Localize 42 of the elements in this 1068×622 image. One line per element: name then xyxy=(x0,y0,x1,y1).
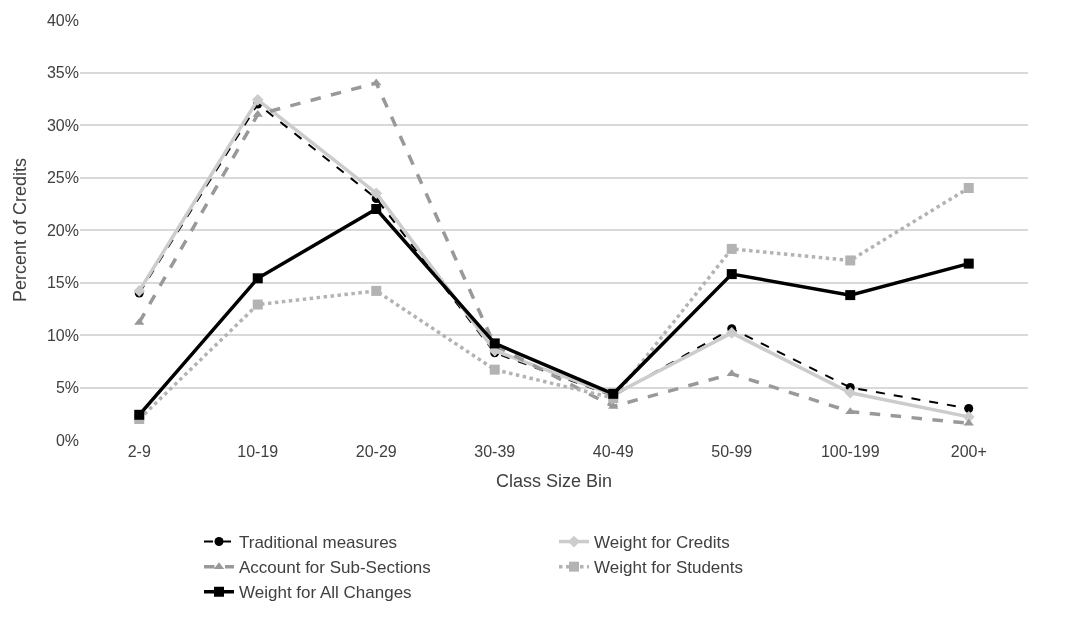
point xyxy=(252,273,263,284)
x-tick-label: 100-199 xyxy=(820,443,880,460)
point xyxy=(489,364,500,375)
point xyxy=(963,258,974,269)
point xyxy=(726,243,737,254)
point xyxy=(134,317,145,325)
legend-label: Weight for Students xyxy=(594,558,743,578)
y-tick-label: 0% xyxy=(55,431,79,449)
x-tick-label: 10-19 xyxy=(237,443,279,460)
point xyxy=(726,269,737,280)
y-tick-label: 5% xyxy=(55,379,79,397)
point xyxy=(252,299,263,310)
x-tick-label: 2-9 xyxy=(127,443,151,460)
x-tick-label: 50-99 xyxy=(711,443,753,460)
y-axis-title: Percent of Credits xyxy=(10,157,31,303)
point xyxy=(845,255,856,266)
point xyxy=(371,204,382,214)
point xyxy=(251,93,264,106)
legend-label: Weight for All Changes xyxy=(239,583,412,603)
point xyxy=(371,285,382,296)
point xyxy=(845,290,856,301)
legend-label: Account for Sub-Sections xyxy=(239,558,431,578)
y-tick-label: 35% xyxy=(46,64,79,82)
y-tick-label: 30% xyxy=(46,116,79,134)
y-tick-label: 25% xyxy=(46,169,79,187)
y-tick-label: 15% xyxy=(46,274,79,292)
point xyxy=(964,404,974,413)
point xyxy=(371,78,382,86)
point xyxy=(370,187,383,200)
y-tick-label: 40% xyxy=(46,11,79,29)
legend-label: Weight for Credits xyxy=(594,533,730,553)
x-tick-label: 30-39 xyxy=(474,443,516,460)
y-tick-label: 20% xyxy=(46,221,79,239)
legend-label: Traditional measures xyxy=(239,533,398,553)
x-tick-label: 200+ xyxy=(950,443,987,460)
x-tick-label: 40-49 xyxy=(592,443,634,460)
x-axis-title: Class Size Bin xyxy=(495,471,613,492)
x-tick-label: 20-29 xyxy=(355,443,397,460)
y-tick-label: 10% xyxy=(46,326,79,344)
point xyxy=(134,409,145,420)
point xyxy=(725,327,738,339)
point xyxy=(963,183,974,193)
